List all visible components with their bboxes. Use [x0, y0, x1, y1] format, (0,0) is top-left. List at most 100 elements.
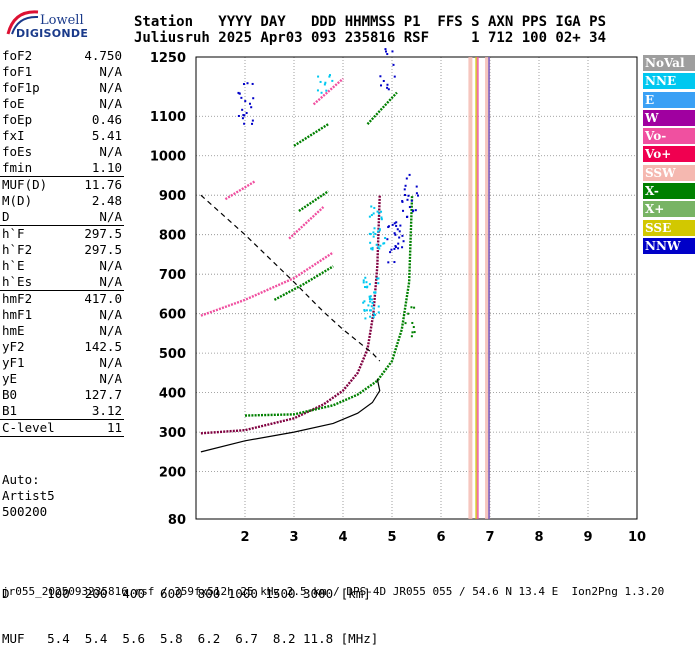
- x-tick-label: 7: [485, 530, 494, 545]
- echo-point: [375, 243, 378, 246]
- x-tick-label: 5: [387, 530, 396, 545]
- param-label: h`Es: [2, 274, 33, 289]
- echo-point: [405, 177, 408, 180]
- echo-point: [369, 233, 372, 236]
- param-value: 4.750: [84, 48, 122, 63]
- echo-point: [394, 245, 397, 248]
- y-tick-label: 400: [159, 387, 186, 402]
- echo-point: [408, 206, 411, 209]
- param-value: N/A: [99, 64, 122, 79]
- echo-point: [390, 248, 393, 251]
- echo-point: [407, 312, 410, 315]
- param-row: h`E N/A: [0, 258, 128, 274]
- param-label: M(D): [2, 193, 33, 208]
- param-value: N/A: [99, 144, 122, 159]
- echo-point: [364, 286, 367, 289]
- echo-trace: [200, 251, 334, 317]
- echo-point: [372, 235, 375, 238]
- echo-point: [380, 216, 383, 219]
- echo-point: [331, 79, 334, 82]
- echo-point: [316, 89, 319, 92]
- param-value: N/A: [99, 209, 122, 224]
- param-label: yF2: [2, 339, 25, 354]
- echo-point: [411, 331, 414, 334]
- param-value: 127.7: [84, 387, 122, 402]
- echo-point: [368, 283, 371, 286]
- echo-point: [376, 277, 379, 280]
- echo-point: [237, 91, 240, 94]
- logo-line2: DIGISONDE: [16, 27, 89, 40]
- param-value: N/A: [99, 323, 122, 338]
- echo-point: [366, 286, 369, 289]
- echo-trace: [293, 123, 329, 147]
- echo-point: [363, 309, 366, 312]
- echo-point: [410, 199, 413, 202]
- distance-row: D 100 200 400 600 800 1000 1500 3000 [km…: [2, 586, 371, 601]
- echo-point: [320, 91, 323, 94]
- param-row: fmin 1.10: [0, 160, 128, 176]
- y-tick-label: 1000: [150, 150, 186, 165]
- echo-point: [370, 214, 373, 217]
- x-tick-label: 4: [338, 530, 347, 545]
- param-label: hmF1: [2, 307, 33, 322]
- y-tick-label: 500: [159, 347, 186, 362]
- polarization-legend: NoVal NNE E W Vo- Vo+ SSW X- X+ SSE NNW: [643, 55, 695, 256]
- echo-point: [382, 79, 385, 82]
- param-value: N/A: [99, 274, 122, 289]
- echo-point: [248, 102, 251, 105]
- echo-point: [370, 298, 373, 301]
- muf-row: MUF 5.4 5.4 5.6 5.8 6.2 6.7 8.2 11.8 [MH…: [2, 631, 379, 646]
- x-tick-label: 9: [583, 530, 592, 545]
- echo-point: [372, 312, 375, 315]
- echo-point: [376, 210, 379, 213]
- profile-dashed-line: [200, 194, 381, 362]
- y-tick-label: 800: [159, 229, 186, 244]
- echo-point: [408, 173, 411, 176]
- echo-point: [371, 248, 374, 251]
- echo-trace: [288, 206, 325, 240]
- param-row: foEp 0.46: [0, 112, 128, 128]
- echo-point: [404, 322, 407, 325]
- echo-point: [398, 236, 401, 239]
- echo-point: [403, 314, 406, 317]
- echo-point: [377, 246, 380, 249]
- echo-point: [243, 114, 246, 117]
- param-row: foE N/A: [0, 96, 128, 112]
- param-row: MUF(D) 11.76: [0, 177, 128, 193]
- echo-point: [243, 122, 246, 125]
- echo-point: [386, 238, 389, 241]
- echo-point: [245, 112, 248, 115]
- file-info-footer: jr055_2025093235816.rsf / 359fx512h 25 k…: [2, 585, 665, 598]
- legend-item-x-plus: X+: [643, 201, 695, 218]
- echo-trace: [273, 265, 334, 301]
- param-label: foF2: [2, 48, 33, 63]
- echo-trace: [224, 180, 256, 201]
- y-tick-label: 600: [159, 308, 186, 323]
- param-label: fxI: [2, 128, 25, 143]
- echo-point: [406, 215, 409, 218]
- echo-point: [407, 194, 410, 197]
- echo-point: [404, 184, 407, 187]
- param-value: N/A: [99, 80, 122, 95]
- param-label: C-level: [2, 420, 55, 435]
- echo-point: [413, 306, 416, 309]
- param-value: 297.5: [84, 242, 122, 257]
- echo-point: [406, 198, 409, 201]
- param-label: h`F: [2, 226, 25, 241]
- echo-point: [412, 326, 415, 329]
- echo-point: [368, 298, 371, 301]
- echo-point: [382, 242, 385, 245]
- muf-distance-table: D 100 200 400 600 800 1000 1500 3000 [km…: [2, 556, 378, 661]
- echo-point: [417, 194, 420, 197]
- param-label: yE: [2, 371, 18, 386]
- echo-point: [377, 212, 380, 215]
- param-label: foF1: [2, 64, 33, 79]
- echo-point: [237, 114, 240, 117]
- echo-point: [367, 304, 370, 307]
- auto-version: 500200: [2, 504, 48, 519]
- echo-point: [384, 48, 387, 51]
- echo-point: [369, 295, 372, 298]
- echo-point: [328, 74, 331, 77]
- divider: [0, 290, 124, 291]
- echo-point: [371, 302, 374, 305]
